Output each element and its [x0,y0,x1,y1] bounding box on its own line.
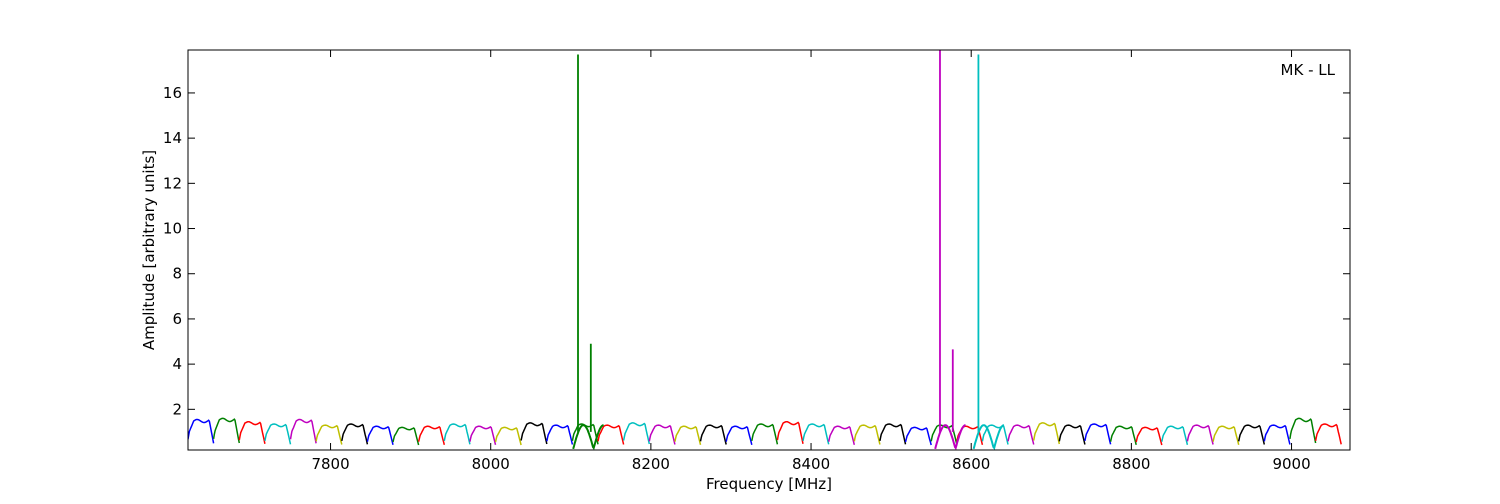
channel-6-trace [315,424,343,445]
channel-4-trace [264,423,292,445]
channel-26-trace [827,425,856,445]
overlap-trace-2 [934,424,966,450]
channel-5-trace [289,418,317,444]
channel-15-trace [546,424,574,445]
y-tick-label: 8 [172,265,182,283]
channel-36-trace [1084,423,1112,445]
channel-34-trace [1032,422,1061,445]
x-tick-label: 8200 [632,455,670,473]
x-tick-label: 8400 [792,455,830,473]
x-tick-label: 9000 [1272,455,1310,473]
y-tick-label: 4 [172,355,182,373]
channel-39-trace [1161,425,1189,445]
channel-45-trace [1314,423,1342,445]
overlap-trace-1 [572,424,604,450]
channel-28-trace [879,423,907,445]
channel-17-trace [597,424,625,445]
x-tick-label: 8600 [952,455,990,473]
y-axis-label: Amplitude [arbitrary units] [140,150,158,350]
y-tick-label: 16 [163,84,182,102]
y-tick-label: 6 [172,310,182,328]
y-tick-label: 14 [163,129,182,147]
channel-42-trace [1237,424,1266,445]
channel-1-trace [188,418,215,444]
plot-frame [187,49,1351,451]
channel-38-trace [1135,426,1163,446]
channel-11-trace [443,423,471,445]
channel-29-trace [904,426,932,446]
channel-18-trace [622,422,651,445]
channel-8-trace [366,425,394,445]
y-tick-label: 10 [163,220,182,238]
channel-20-trace [674,425,702,445]
y-axis-ticks: 2 4 6 8 10 12 14 16 [163,84,1350,418]
channel-44-trace [1289,417,1317,444]
channel-25-trace [802,423,830,445]
channel-37-trace [1109,425,1137,445]
x-tick-label: 7800 [311,455,349,473]
channel-12-trace [469,425,497,445]
y-tick-label: 2 [172,400,182,418]
channel-9-trace [392,426,420,446]
x-tick-label: 8800 [1112,455,1150,473]
legend-label: MK - LL [1281,61,1336,79]
series-group [188,50,1342,450]
channel-23-trace [751,423,779,445]
x-tick-label: 8000 [472,455,510,473]
channel-27-trace [853,424,881,445]
plot-data-layer [188,50,1342,450]
channel-35-trace [1058,424,1086,445]
y-tick-label: 12 [163,174,182,192]
x-axis-ticks: 7800 8000 8200 8400 8600 8800 9000 [311,50,1311,473]
channel-22-trace [725,425,753,445]
channel-43-trace [1263,424,1291,445]
channel-24-trace [776,421,804,444]
overlap-trace-3 [972,424,1005,450]
channel-33-trace [1007,424,1035,445]
channel-3-trace [238,421,266,444]
channel-21-trace [699,424,727,445]
channel-41-trace [1212,425,1240,445]
channel-7-trace [341,423,369,445]
channel-19-trace [648,424,676,445]
channel-2-trace [212,417,241,444]
channel-13-trace [494,426,522,446]
channel-10-trace [417,425,446,445]
channel-40-trace [1186,424,1214,445]
channel-14-trace [520,422,548,445]
x-axis-label: Frequency [MHz] [706,475,832,493]
